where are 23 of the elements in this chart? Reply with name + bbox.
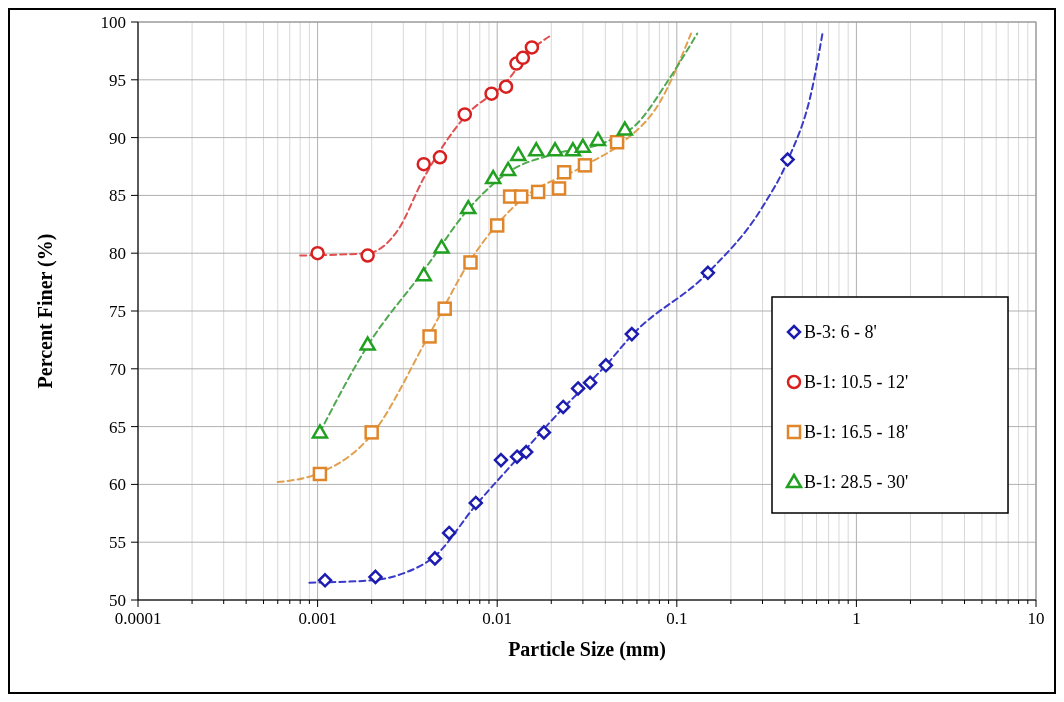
x-tick-label: 0.001: [298, 609, 337, 628]
y-tick-label: 60: [109, 475, 126, 495]
y-tick-label: 75: [109, 302, 126, 321]
x-tick-label: 0.01: [482, 609, 513, 628]
y-tick-label: 70: [109, 359, 126, 379]
y-tick-label: 95: [109, 70, 126, 90]
legend-label: B-1: 16.5 - 18': [804, 422, 909, 442]
y-tick-label: 85: [109, 186, 126, 206]
legend-label: B-1: 28.5 - 30': [804, 472, 909, 492]
x-tick-label: 10: [1027, 609, 1045, 628]
legend-label: B-1: 10.5 - 12': [804, 372, 909, 392]
y-tick-label: 100: [100, 13, 126, 32]
y-tick-label: 80: [109, 244, 126, 264]
y-axis-title: Percent Finer (%): [34, 233, 57, 389]
y-tick-label: 50: [109, 591, 126, 610]
y-tick-label: 55: [109, 533, 126, 553]
y-tick-label: 65: [109, 417, 126, 437]
x-tick-label: 1: [852, 609, 861, 628]
legend-label: B-3: 6 - 8': [804, 322, 877, 342]
x-axis-title: Particle Size (mm): [508, 638, 666, 661]
x-tick-label: 0.1: [666, 609, 688, 628]
y-tick-label: 90: [109, 128, 126, 148]
x-tick-label: 0.0001: [114, 609, 162, 628]
